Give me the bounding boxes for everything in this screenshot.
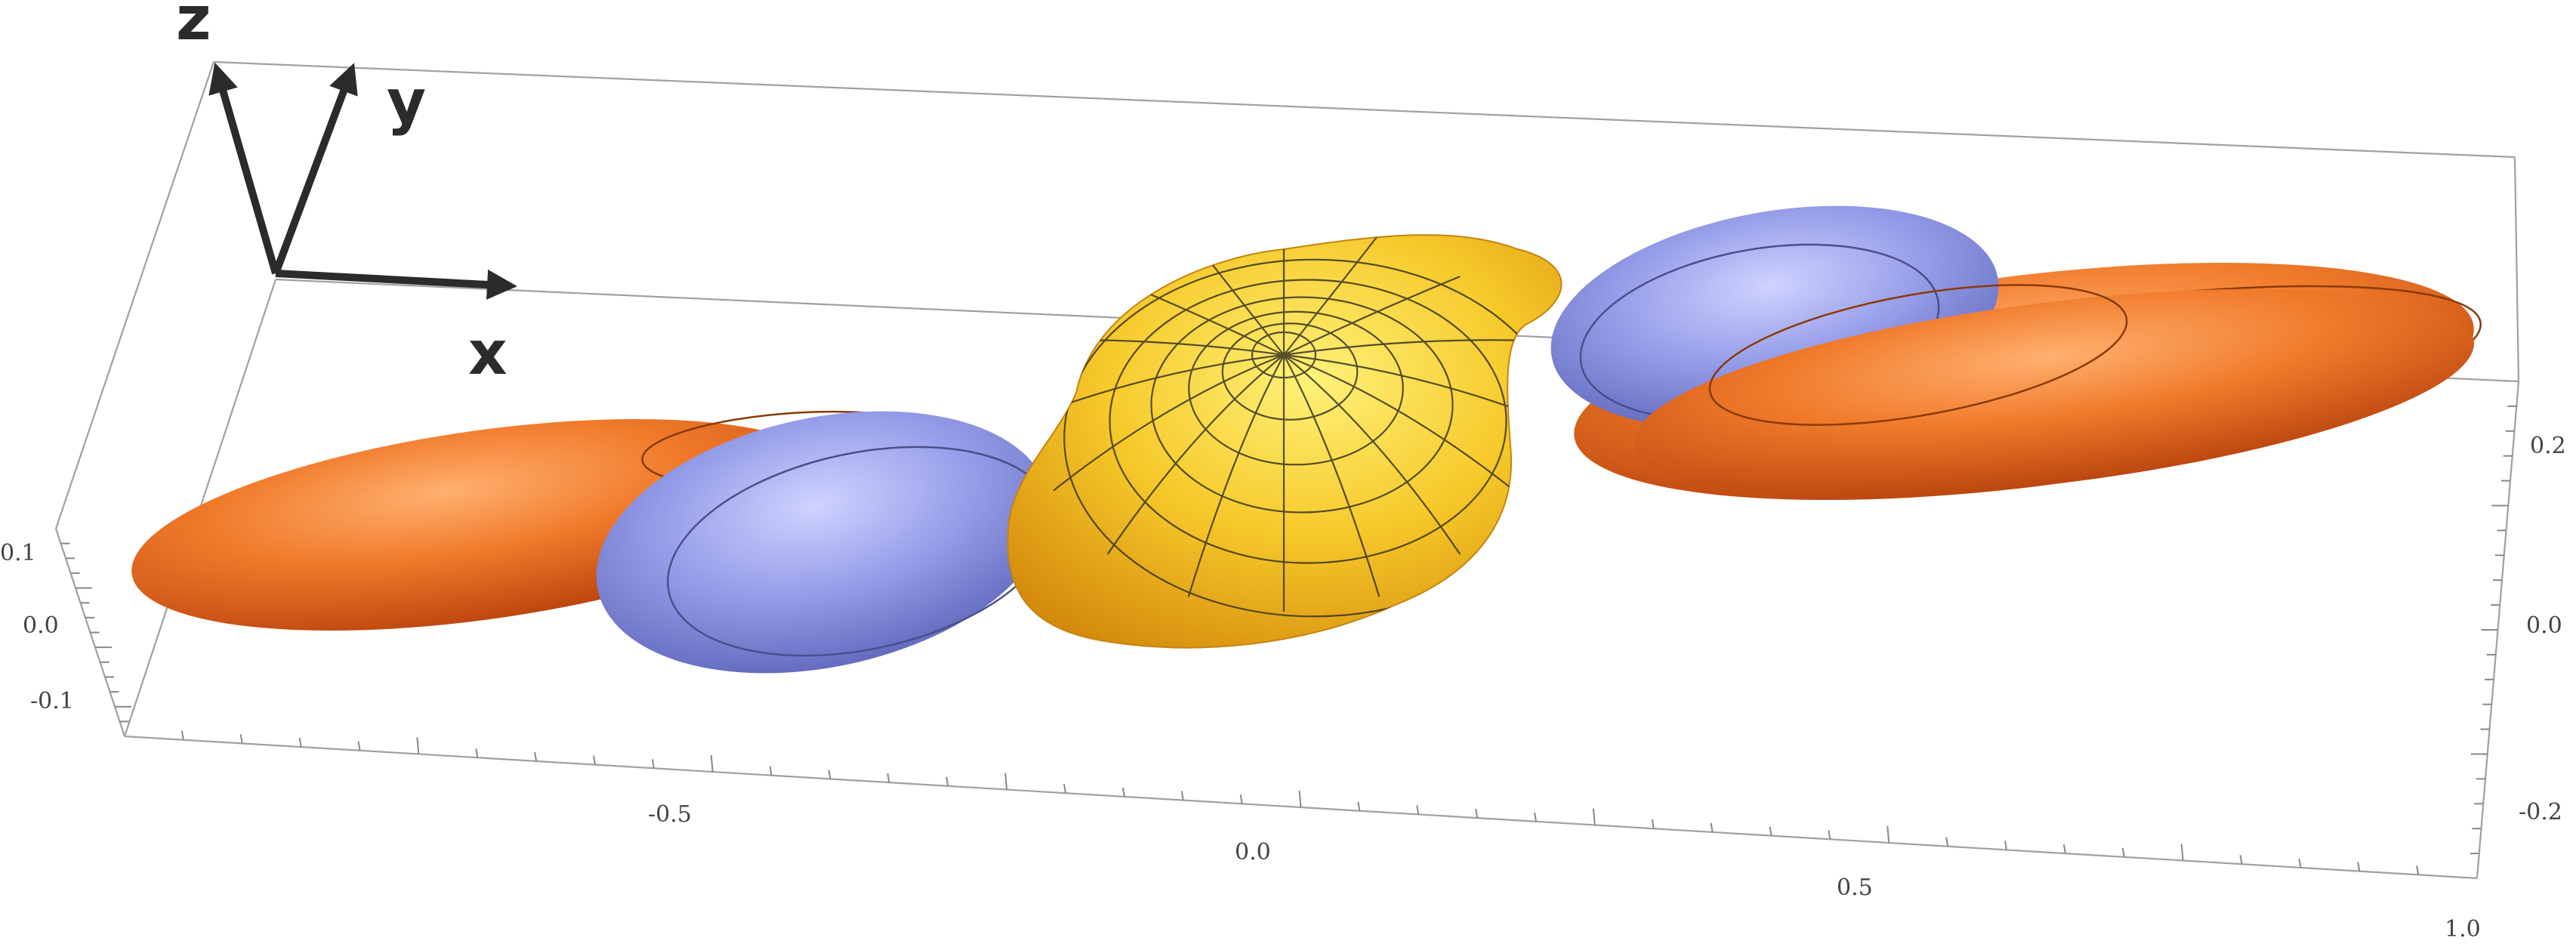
tick-mark (1180, 791, 1184, 801)
tick-mark (828, 770, 831, 779)
tick-mark (416, 737, 420, 754)
tick-mark (1534, 812, 1537, 822)
tick-mark (2121, 847, 2125, 857)
x-tick-label: 0.0 (1235, 839, 1271, 865)
tick-mark (946, 776, 949, 786)
orientation-triad: x y z (176, 0, 517, 388)
x-tick-label: 1.0 (2445, 916, 2481, 942)
core-longitude-line (1283, 354, 1461, 555)
tick-mark (1710, 822, 1714, 833)
core-longitude-line (1283, 235, 1381, 356)
tick-mark (769, 766, 773, 776)
tick-mark (2357, 862, 2361, 872)
tick-mark (593, 755, 596, 765)
tick-mark (239, 734, 243, 744)
yellow-core-grid (1034, 235, 1562, 618)
blue-lobe-left (596, 411, 1050, 674)
core-longitude-line (1187, 354, 1285, 597)
core-latitude-line (1109, 279, 1507, 564)
core-latitude-line (1188, 310, 1404, 466)
orange-lobe-right-front (1634, 288, 2475, 497)
tick-mark (1004, 773, 1008, 790)
tick-mark (1063, 784, 1066, 794)
tick-mark (1828, 830, 1831, 840)
core-longitude-line (1106, 354, 1285, 555)
core-longitude-line (1283, 353, 1534, 417)
tick-mark (2004, 841, 2007, 850)
yellow-core (1007, 234, 1563, 649)
z-tick-label: 0.0 (23, 612, 59, 639)
tick-marks (60, 405, 2517, 875)
core-latitude-line (1221, 322, 1359, 421)
tick-mark (1651, 819, 1655, 829)
tick-mark (2239, 855, 2243, 865)
z-arrow (208, 62, 279, 275)
tick-mark (2416, 865, 2420, 875)
tick-mark (2062, 844, 2066, 854)
tick-mark (180, 730, 184, 740)
tick-mark (475, 748, 479, 758)
core-latitude-line (1150, 296, 1454, 514)
y-arrow (272, 63, 358, 275)
tick-mark (887, 773, 890, 783)
tick-mark (1357, 801, 1361, 811)
z-tick-label: 0.1 (0, 540, 36, 566)
tick-mark (651, 759, 655, 769)
tick-mark (710, 754, 714, 773)
tick-mark (1475, 808, 1479, 819)
x-tick-label: -0.5 (648, 801, 692, 828)
z-tick-label: -0.1 (30, 688, 74, 714)
tick-mark (1121, 787, 1125, 797)
y-axis-letter: y (387, 66, 426, 137)
y-tick-label: -0.2 (2519, 799, 2562, 825)
tick-mark (1886, 825, 1890, 844)
core-longitude-line (1283, 339, 1514, 356)
tick-mark (1239, 794, 1243, 804)
z-axis-letter: z (176, 0, 211, 54)
y-tick-label: 0.2 (2530, 433, 2566, 459)
z-axis-tick-labels: 0.1 0.0 -0.1 (0, 540, 74, 714)
core-longitude-line (1283, 353, 1515, 492)
tick-mark (2298, 858, 2302, 868)
x-axis-letter: x (468, 318, 507, 388)
y-axis-tick-labels: 0.2 0.0 -0.2 (2519, 433, 2566, 825)
orange-lobe-right-front-contour (1708, 284, 2128, 426)
core-longitude-line (1283, 276, 1461, 356)
core-longitude-line (1283, 354, 1381, 597)
core-longitude-line (1053, 353, 1285, 492)
tick-mark (1298, 790, 1302, 808)
x-axis-tick-labels: -0.5 0.0 0.5 1.0 (648, 801, 2481, 942)
x-arrow (275, 269, 517, 300)
tick-mark (2180, 844, 2184, 861)
tick-mark (298, 737, 302, 748)
tick-mark (1769, 826, 1772, 836)
tick-mark (1945, 837, 1949, 847)
tick-mark (1592, 808, 1596, 825)
x-tick-label: 0.5 (1837, 875, 1873, 901)
y-tick-label: 0.0 (2526, 612, 2562, 639)
tick-mark (357, 741, 361, 751)
tick-mark (1416, 805, 1420, 815)
core-latitude-line (1063, 258, 1562, 618)
tick-mark (534, 751, 538, 762)
